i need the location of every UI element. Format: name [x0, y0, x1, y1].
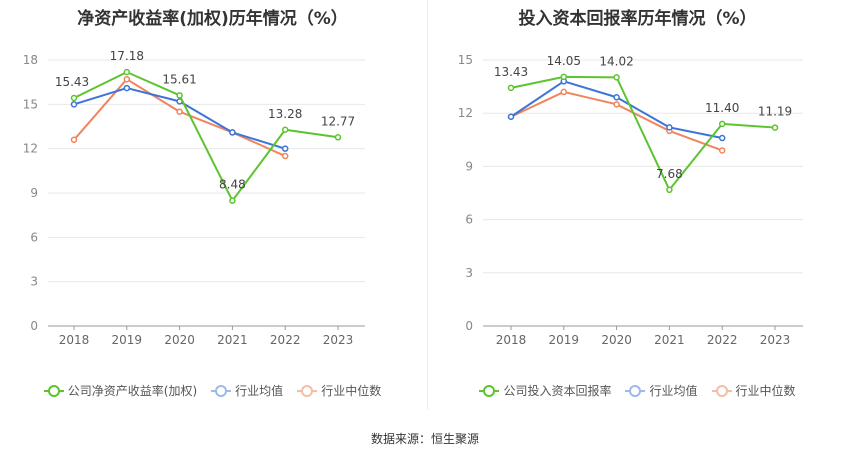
x-tick-label: 2023 [760, 333, 791, 347]
data-point-company [123, 68, 131, 76]
series-line-median [73, 78, 286, 157]
series-line-avg [510, 80, 723, 140]
legend-swatch-avg [211, 384, 232, 397]
roic-chart-panel: 投入资本回报率历年情况（%） 0 3 6 9 12 15 2018 2019 2020 2021 2… [425, 0, 850, 410]
legend-swatch-company [479, 384, 500, 397]
data-label: 7.68 [656, 167, 683, 181]
roe-chart-title: 净资产收益率(加权)历年情况（%） [77, 9, 348, 29]
legend-label-company: 公司投入资本回报率 [503, 384, 612, 398]
data-label: 14.05 [547, 54, 581, 68]
legend-swatch-median [711, 384, 732, 397]
data-point-median [70, 136, 78, 144]
y-tick-label: 6 [465, 213, 473, 227]
data-point-median [123, 75, 131, 83]
x-tick-label: 2021 [654, 333, 685, 347]
data-point-avg [70, 101, 78, 108]
y-tick-label: 0 [465, 319, 473, 333]
data-point-median [281, 152, 289, 160]
data-point-avg [718, 134, 726, 142]
data-point-company [507, 84, 515, 92]
legend-label-median: 行业中位数 [735, 384, 796, 398]
series-line-company [510, 75, 776, 191]
y-tick-label: 15 [458, 53, 473, 67]
data-point-company [229, 197, 236, 204]
legend-item-company[interactable]: 公司净资产收益率(加权) [43, 382, 198, 399]
data-label: 11.19 [758, 105, 792, 119]
x-tick-label: 2022 [270, 333, 301, 347]
data-point-company [176, 92, 183, 99]
x-tick-label: 2023 [323, 333, 354, 347]
x-tick-label: 2020 [164, 333, 195, 347]
y-tick-label: 18 [23, 53, 38, 67]
y-tick-label: 9 [465, 159, 473, 173]
data-point-company [666, 186, 673, 194]
x-tick-label: 2019 [549, 333, 580, 347]
data-point-median [176, 108, 183, 115]
legend-swatch-median [297, 384, 318, 397]
series-line-median [510, 90, 723, 152]
legend-item-avg[interactable]: 行业均值 [211, 382, 283, 399]
data-point-avg [613, 93, 620, 101]
data-label: 15.61 [162, 72, 196, 86]
data-point-avg [123, 84, 131, 92]
data-label: 14.02 [599, 54, 633, 68]
data-label: 8.48 [219, 178, 246, 192]
legend-label-avg: 行业均值 [235, 384, 284, 398]
y-tick-label: 15 [23, 97, 38, 111]
legend-label-median: 行业中位数 [321, 384, 382, 398]
data-label: 11.40 [705, 101, 739, 115]
y-tick-label: 9 [30, 186, 38, 200]
x-tick-label: 2021 [217, 333, 248, 347]
data-point-company [613, 74, 620, 81]
y-tick-label: 0 [30, 319, 38, 333]
legend-item-avg[interactable]: 行业均值 [625, 382, 698, 399]
data-label: 17.18 [110, 49, 144, 63]
data-label: 12.77 [321, 114, 355, 128]
data-point-company [771, 124, 779, 131]
data-source-note: 数据来源：恒生聚源 [370, 432, 479, 446]
legend-label-avg: 行业均值 [649, 384, 698, 398]
data-point-avg [281, 145, 289, 152]
series-line-company [73, 71, 339, 202]
data-point-company [281, 126, 289, 134]
data-point-median [560, 88, 568, 96]
data-point-avg [507, 113, 515, 120]
x-tick-label: 2019 [112, 333, 143, 347]
legend-swatch-company [43, 384, 64, 397]
roe-chart-plot: 0 3 6 9 12 15 18 2018 2019 2020 2021 2022 2023 15.43 1… [23, 49, 365, 347]
y-tick-label: 3 [465, 266, 473, 280]
x-tick-label: 2018 [59, 333, 90, 347]
legend-label-company: 公司净资产收益率(加权) [67, 384, 198, 398]
data-point-median [613, 101, 620, 108]
data-point-company [334, 134, 342, 141]
y-tick-label: 12 [23, 142, 38, 156]
data-point-company [718, 120, 726, 128]
legend-item-median[interactable]: 行业中位数 [297, 382, 381, 399]
x-tick-label: 2022 [707, 333, 738, 347]
data-point-avg [666, 124, 673, 131]
roic-chart-title: 投入资本回报率历年情况（%） [518, 9, 757, 29]
legend-swatch-avg [625, 384, 646, 397]
legend-item-company[interactable]: 公司投入资本回报率 [479, 382, 611, 399]
x-tick-label: 2018 [496, 333, 527, 347]
data-label: 13.28 [268, 107, 302, 121]
legend-item-median[interactable]: 行业中位数 [711, 382, 796, 399]
data-point-median [718, 147, 726, 154]
roic-chart-legend: 公司投入资本回报率 行业均值 行业中位数 [425, 382, 850, 399]
data-point-company [70, 94, 78, 102]
data-label: 15.43 [55, 75, 89, 89]
data-label: 13.43 [494, 65, 528, 79]
roe-chart-legend: 公司净资产收益率(加权) 行业均值 行业中位数 [0, 382, 425, 399]
y-tick-label: 12 [458, 106, 473, 120]
y-tick-label: 3 [30, 275, 38, 289]
roic-chart-plot: 0 3 6 9 12 15 2018 2019 2020 2021 2022 2023 13.43 14.… [458, 53, 803, 347]
roe-chart-panel: 净资产收益率(加权)历年情况（%） 0 3 6 9 12 15 18 2018 2019 2020… [0, 0, 425, 410]
x-tick-label: 2020 [601, 333, 632, 347]
y-tick-label: 6 [30, 230, 38, 244]
data-point-avg [229, 129, 236, 136]
data-point-company [560, 73, 568, 81]
panel-divider [427, 0, 428, 410]
